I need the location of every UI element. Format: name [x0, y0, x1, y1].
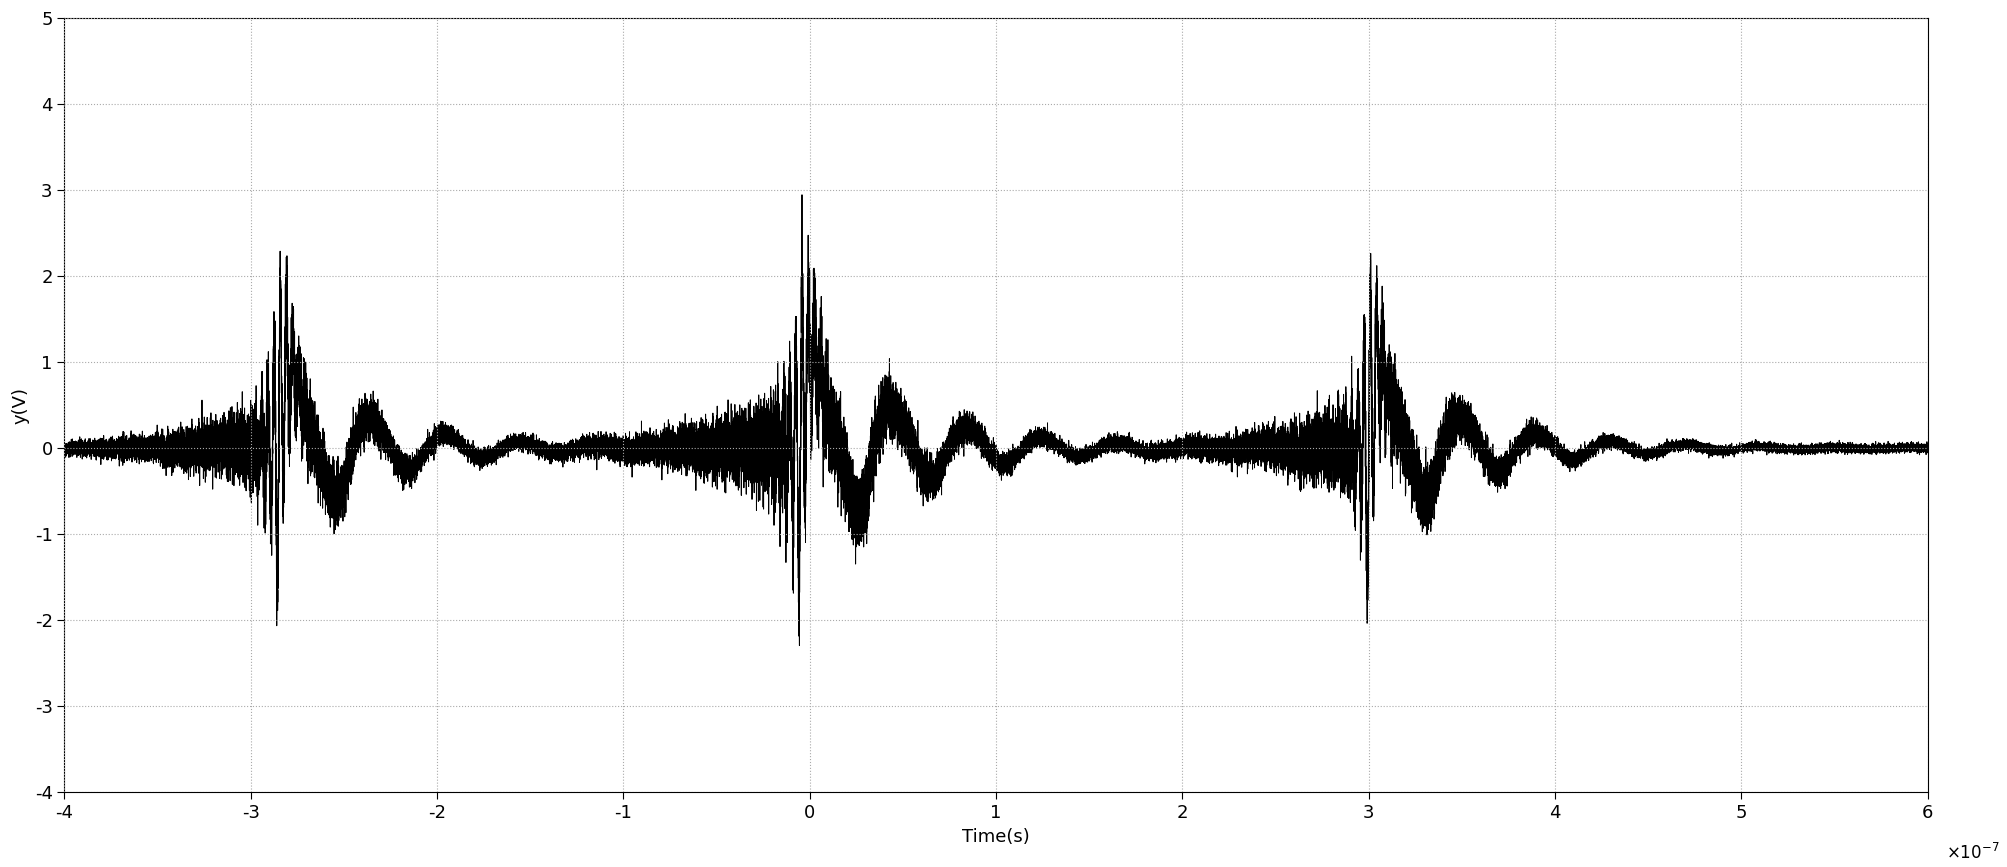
Y-axis label: y(V): y(V): [12, 387, 28, 424]
Text: $\times$10$^{-7}$: $\times$10$^{-7}$: [1945, 843, 1999, 863]
X-axis label: Time(s): Time(s): [961, 828, 1030, 845]
